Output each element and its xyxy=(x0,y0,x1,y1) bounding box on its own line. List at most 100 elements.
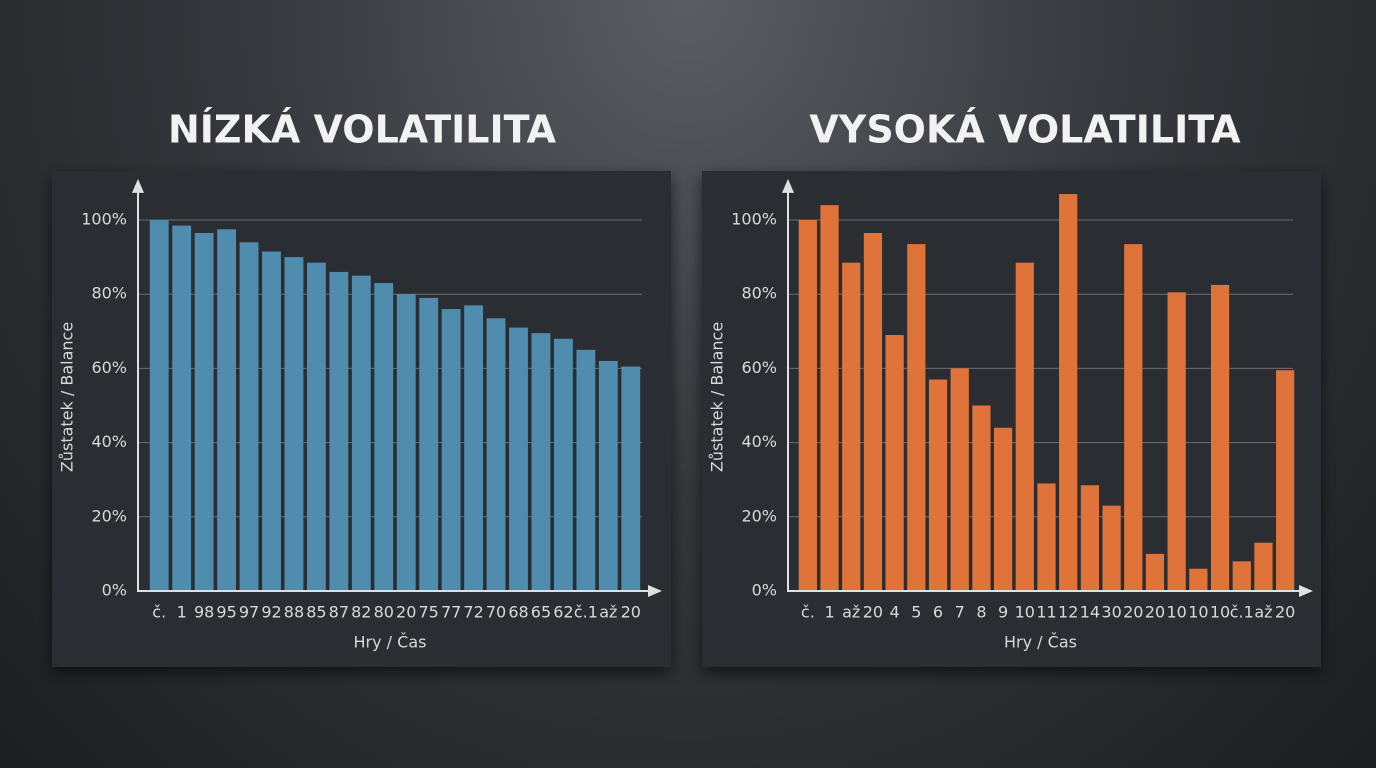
bar xyxy=(396,294,416,591)
x-tick-label: 11 xyxy=(1036,603,1056,622)
x-tick-label: 10 xyxy=(1015,603,1035,622)
x-tick-label: 75 xyxy=(419,603,439,622)
y-tick-label: 20% xyxy=(741,506,777,525)
bar xyxy=(885,335,904,591)
bar xyxy=(1276,370,1295,591)
y-axis-title: Zůstatek / Balance xyxy=(708,322,727,472)
bar xyxy=(374,283,394,591)
bar xyxy=(820,205,839,591)
chart-title: NÍZKÁ VOLATILITA xyxy=(168,108,557,152)
x-tick-label: 12 xyxy=(1058,603,1078,622)
bar xyxy=(441,309,461,591)
bar xyxy=(284,257,304,591)
bar xyxy=(950,368,969,591)
bar xyxy=(907,244,926,592)
bar xyxy=(553,338,573,591)
bar xyxy=(1167,292,1186,591)
x-tick-label: č.1 xyxy=(574,603,598,622)
bar xyxy=(1102,505,1121,591)
bar xyxy=(1080,485,1100,591)
axis-arrow xyxy=(648,585,662,597)
bar xyxy=(1124,244,1143,592)
y-tick-label: 80% xyxy=(741,284,777,303)
x-tick-label: 20 xyxy=(1123,603,1143,622)
bar xyxy=(194,232,214,592)
x-tick-label: 20 xyxy=(396,603,416,622)
bar xyxy=(531,333,551,591)
bar xyxy=(486,318,506,591)
x-tick-label: 1 xyxy=(824,603,834,622)
x-tick-label: 80 xyxy=(374,603,394,622)
y-tick-label: 100% xyxy=(81,210,127,229)
bar xyxy=(863,232,883,592)
bar xyxy=(419,297,439,591)
bar xyxy=(621,366,641,591)
x-tick-label: č.1 xyxy=(1230,603,1254,622)
y-tick-label: 60% xyxy=(91,358,127,377)
bar xyxy=(239,242,259,591)
bar xyxy=(993,427,1013,591)
bar xyxy=(1232,561,1251,591)
x-tick-label: 30 xyxy=(1101,603,1121,622)
x-tick-label: 10 xyxy=(1188,603,1208,622)
bar xyxy=(1145,553,1165,591)
x-tick-label: 62 xyxy=(553,603,573,622)
bar xyxy=(842,262,861,591)
bar xyxy=(1059,194,1078,591)
y-tick-label: 0% xyxy=(752,581,777,600)
x-tick-label: 92 xyxy=(261,603,281,622)
x-tick-label: 65 xyxy=(531,603,551,622)
bar xyxy=(464,305,484,591)
x-tick-label: 87 xyxy=(329,603,349,622)
bar xyxy=(351,275,371,591)
y-tick-label: 80% xyxy=(91,284,127,303)
x-tick-label: až xyxy=(1254,603,1272,622)
axes xyxy=(787,182,1303,592)
y-tick-label: 40% xyxy=(91,432,127,451)
bar xyxy=(1189,568,1208,591)
x-tick-label: 20 xyxy=(621,603,641,622)
x-tick-label: 4 xyxy=(890,603,900,622)
bar xyxy=(798,220,817,591)
x-tick-label: 10 xyxy=(1166,603,1186,622)
x-tick-label: 8 xyxy=(976,603,986,622)
x-tick-label: 20 xyxy=(1275,603,1295,622)
x-tick-label: 7 xyxy=(955,603,965,622)
x-tick-label: 20 xyxy=(863,603,883,622)
x-tick-label: 72 xyxy=(463,603,483,622)
bar xyxy=(329,271,349,591)
y-tick-label: 40% xyxy=(741,432,777,451)
x-tick-label: 97 xyxy=(239,603,259,622)
bar xyxy=(1037,483,1056,591)
x-tick-label: 6 xyxy=(933,603,943,622)
x-tick-label: 1 xyxy=(177,603,187,622)
x-tick-label: č. xyxy=(801,603,815,622)
bar xyxy=(217,229,237,591)
bar xyxy=(262,251,281,591)
x-tick-label: 88 xyxy=(284,603,304,622)
y-axis-title: Zůstatek / Balance xyxy=(58,322,77,472)
bar xyxy=(598,360,618,591)
x-tick-label: č. xyxy=(152,603,166,622)
y-tick-label: 0% xyxy=(102,581,127,600)
x-tick-label: 9 xyxy=(998,603,1008,622)
x-axis-title: Hry / Čas xyxy=(1004,633,1077,652)
bar xyxy=(1015,262,1034,591)
x-tick-label: 20 xyxy=(1145,603,1165,622)
bar xyxy=(576,349,596,591)
x-tick-label: 10 xyxy=(1210,603,1230,622)
bar xyxy=(928,379,948,591)
bar xyxy=(306,262,326,591)
bar xyxy=(1254,542,1273,591)
y-tick-label: 100% xyxy=(731,210,777,229)
x-axis-title: Hry / Čas xyxy=(354,633,427,652)
x-tick-label: 68 xyxy=(508,603,528,622)
axis-arrow xyxy=(782,178,794,193)
x-tick-label: 14 xyxy=(1080,603,1100,622)
bar xyxy=(149,220,169,591)
x-tick-label: 5 xyxy=(911,603,921,622)
bar xyxy=(509,327,528,591)
x-tick-label: 82 xyxy=(351,603,371,622)
